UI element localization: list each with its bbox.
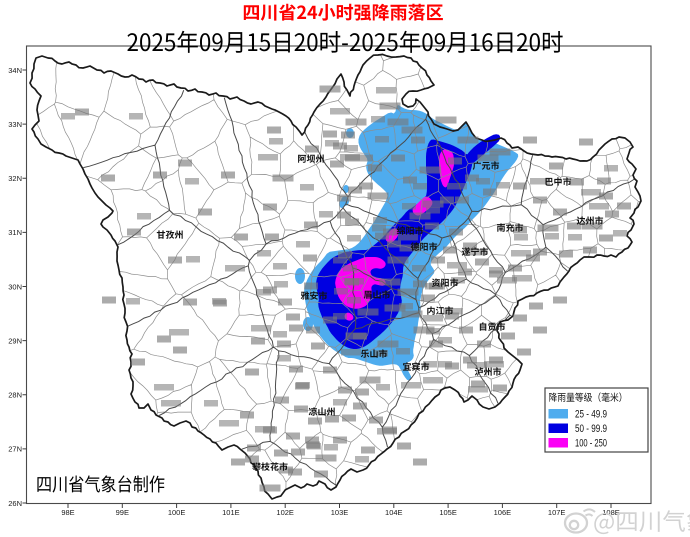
svg-text:100E: 100E (168, 508, 186, 517)
svg-text:33N: 33N (8, 120, 22, 129)
svg-text:29N: 29N (8, 336, 22, 345)
svg-text:103E: 103E (331, 508, 349, 517)
svg-text:102E: 102E (276, 508, 294, 517)
svg-text:26N: 26N (8, 499, 22, 508)
svg-text:32N: 32N (8, 174, 22, 183)
svg-text:31N: 31N (8, 228, 22, 237)
svg-text:50 - 99.9: 50 - 99.9 (575, 423, 607, 435)
svg-text:104E: 104E (385, 508, 403, 517)
svg-text:99E: 99E (116, 508, 129, 517)
svg-text:100 - 250: 100 - 250 (575, 438, 607, 450)
svg-text:25 - 49.9: 25 - 49.9 (575, 409, 607, 421)
svg-text:106E: 106E (494, 508, 512, 517)
svg-text:28N: 28N (8, 391, 22, 400)
svg-text:101E: 101E (222, 508, 240, 517)
svg-text:98E: 98E (61, 508, 74, 517)
svg-text:105E: 105E (439, 508, 457, 517)
svg-text:30N: 30N (8, 282, 22, 291)
svg-text:34N: 34N (8, 66, 22, 75)
svg-text:27N: 27N (8, 445, 22, 454)
svg-text:108E: 108E (602, 508, 620, 517)
svg-text:107E: 107E (548, 508, 566, 517)
